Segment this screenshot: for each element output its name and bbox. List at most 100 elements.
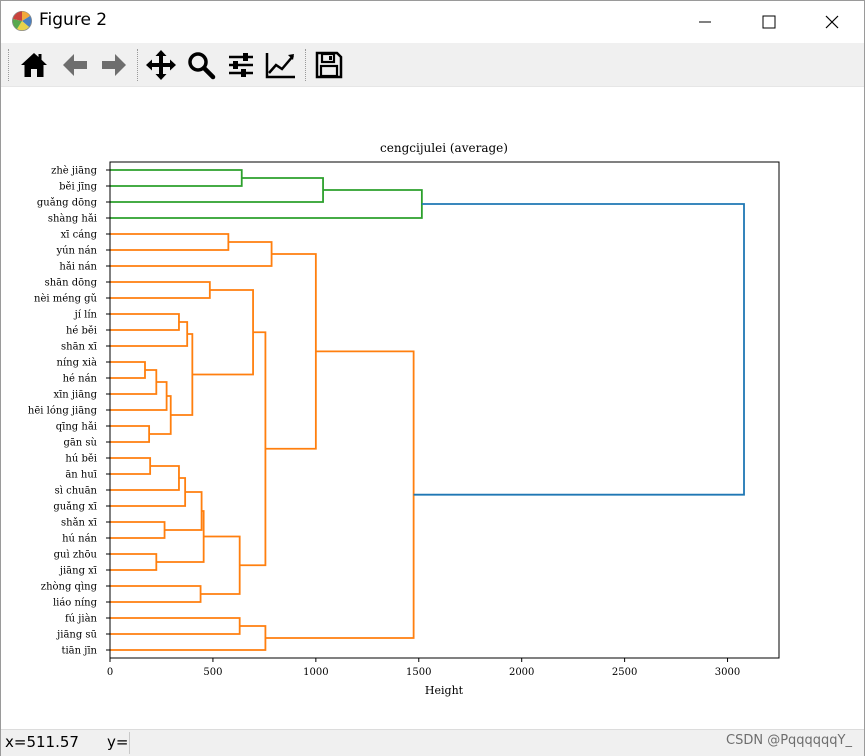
dendrogram-link	[156, 510, 205, 563]
plot-frame	[109, 161, 780, 659]
dendrogram-link	[110, 241, 273, 267]
title-bar: Figure 2	[1, 1, 864, 43]
home-button[interactable]	[17, 48, 51, 82]
dendrogram-link	[110, 321, 189, 347]
dendrogram-link	[110, 177, 324, 203]
home-icon	[21, 53, 47, 77]
dendrogram-link	[192, 289, 254, 376]
configure-subplots-button[interactable]	[224, 48, 258, 82]
leaf-label: hé běi	[66, 326, 97, 337]
x-tick-label: 0	[107, 667, 113, 678]
dendrogram-link	[164, 491, 203, 531]
leaf-labels: zhè jiāng běi jīng guǎng dōng shàng hǎi xī c…	[28, 166, 110, 657]
dendrogram-chart: cengcijulei (average) Height zhè jiāng bě…	[28, 141, 780, 697]
dendrogram-link	[110, 585, 202, 603]
dendrogram-links	[110, 169, 745, 651]
dendrogram-link	[110, 361, 146, 379]
leaf-label: yún nán	[55, 246, 97, 257]
dendrogram-link	[110, 617, 241, 635]
window-title: Figure 2	[39, 10, 108, 30]
leaf-label: qīng hǎi	[56, 422, 97, 433]
dendrogram-link	[200, 535, 241, 595]
x-axis-ticks: 0 500 1000 1500 2000 2500 3000	[107, 658, 740, 678]
matplotlib-icon	[11, 10, 33, 32]
dendrogram-link	[110, 553, 158, 571]
close-icon	[825, 15, 839, 29]
watermark-text: CSDN @PqqqqqqY_	[726, 733, 852, 748]
leaf-label: xīn jiāng	[53, 390, 97, 401]
x-tick-label: 1000	[303, 667, 328, 678]
leaf-label: hēi lóng jiāng	[28, 406, 98, 417]
figure-canvas[interactable]: cengcijulei (average) Height zhè jiāng bě…	[1, 87, 864, 727]
leaf-label: shàng hǎi	[48, 214, 97, 225]
dendrogram-link	[110, 281, 211, 299]
leaf-label: guǎng xī	[53, 502, 97, 513]
edit-axis-button[interactable]	[264, 48, 298, 82]
dendrogram-link	[110, 457, 152, 475]
dendrogram-link	[110, 521, 166, 539]
leaf-label: gān sù	[63, 438, 97, 449]
x-tick-label: 3000	[715, 667, 740, 678]
zoom-button[interactable]	[184, 48, 218, 82]
dendrogram-link	[110, 169, 243, 187]
dendrogram-link	[265, 350, 415, 639]
zoom-icon	[188, 52, 216, 80]
navigation-toolbar	[1, 43, 864, 87]
forward-button[interactable]	[97, 48, 131, 82]
pan-icon	[146, 50, 176, 80]
x-tick-label: 1500	[406, 667, 431, 678]
dendrogram-link	[110, 313, 180, 331]
leaf-label: jiāng sū	[56, 630, 97, 641]
close-button[interactable]	[809, 1, 855, 43]
dendrogram-link	[110, 189, 423, 219]
leaf-label: zhòng qìng	[41, 582, 98, 593]
leaf-label: sì chuān	[55, 486, 98, 497]
minimize-button[interactable]	[682, 1, 728, 43]
leaf-label: guì zhōu	[54, 550, 98, 561]
back-button[interactable]	[58, 48, 92, 82]
leaf-label: jí lín	[74, 310, 98, 321]
leaf-label: hǎi nán	[59, 262, 97, 273]
forward-icon	[102, 54, 126, 76]
leaf-label: hú běi	[65, 454, 97, 465]
leaf-label: liáo níng	[53, 598, 98, 609]
x-coordinate-readout: x=511.57	[5, 733, 79, 751]
leaf-label: xī cáng	[61, 230, 98, 241]
save-button[interactable]	[312, 48, 346, 82]
leaf-label: hú nán	[62, 534, 97, 545]
toolbar-separator	[305, 49, 306, 81]
maximize-icon	[762, 15, 776, 29]
toolbar-separator	[137, 49, 138, 81]
dendrogram-link	[110, 425, 151, 443]
leaf-label: shān xī	[61, 342, 97, 353]
dendrogram-link	[413, 203, 745, 496]
minimize-icon	[699, 21, 711, 23]
status-divider	[129, 732, 130, 754]
chart-title: cengcijulei (average)	[380, 141, 508, 155]
leaf-label: tiān jīn	[61, 646, 97, 657]
leaf-label: níng xià	[57, 358, 97, 369]
x-tick-label: 500	[203, 667, 222, 678]
maximize-button[interactable]	[746, 1, 792, 43]
dendrogram-link	[110, 465, 180, 491]
leaf-label: guǎng dōng	[37, 198, 98, 209]
dendrogram-link	[110, 625, 267, 651]
edit-axis-icon	[265, 53, 295, 79]
configure-subplots-icon	[229, 53, 253, 77]
leaf-label: fú jiàn	[65, 614, 98, 625]
pan-button[interactable]	[144, 48, 178, 82]
leaf-label: nèi méng gǔ	[34, 294, 98, 305]
leaf-label: zhè jiāng	[51, 166, 98, 177]
leaf-label: shān dōng	[45, 278, 98, 289]
leaf-label: hé nán	[63, 374, 98, 385]
x-tick-label: 2000	[509, 667, 534, 678]
back-icon	[63, 54, 87, 76]
toolbar-separator	[8, 49, 9, 81]
leaf-label: jiāng xī	[59, 566, 97, 577]
leaf-label: běi jīng	[59, 182, 97, 193]
x-tick-label: 2500	[612, 667, 637, 678]
dendrogram-link	[110, 233, 230, 251]
dendrogram-link	[265, 253, 317, 450]
y-coordinate-readout: y=	[107, 733, 129, 751]
